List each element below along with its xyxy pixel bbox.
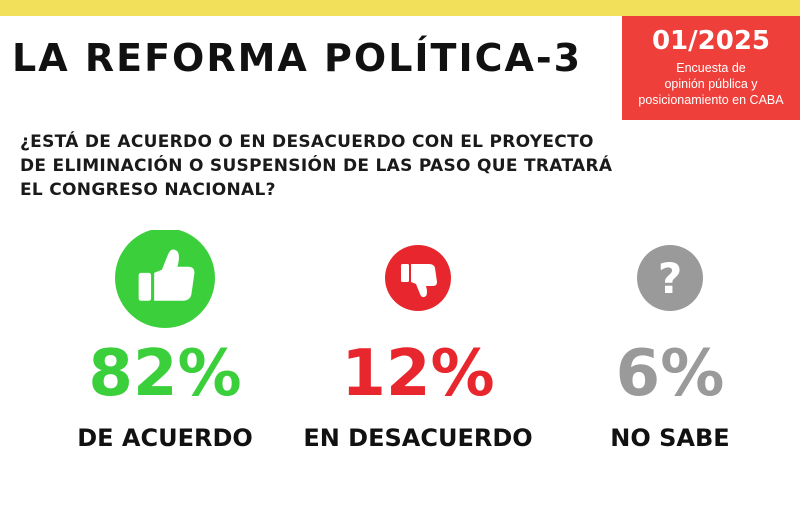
result-column-3: ? 6% NO SABE <box>610 245 730 452</box>
survey-question-line-3: EL CONGRESO NACIONAL? <box>20 180 276 200</box>
result-category-label: NO SABE <box>610 424 729 452</box>
result-percentage: 6% <box>616 337 725 411</box>
survey-description-line-1: Encuesta de <box>676 61 746 75</box>
survey-question-line-2: DE ELIMINACIÓN O SUSPENSIÓN DE LAS PASO … <box>20 156 613 176</box>
svg-text:?: ? <box>658 254 682 303</box>
top-accent-bar <box>0 0 800 16</box>
survey-question: ¿ESTÁ DE ACUERDO O EN DESACUERDO CON EL … <box>20 130 720 202</box>
page-title: LA REFORMA POLÍTICA-3 <box>12 36 583 80</box>
result-percentage: 82% <box>88 337 241 411</box>
thumbs-down-icon <box>401 264 437 298</box>
result-category-label: EN DESACUERDO <box>303 424 532 452</box>
survey-description-line-2: opinión pública y <box>664 77 758 91</box>
survey-badge: 01/2025 Encuesta de opinión pública y po… <box>622 16 800 120</box>
question-mark-icon: ? <box>658 254 682 303</box>
result-category-label: DE ACUERDO <box>77 424 253 452</box>
survey-question-line-1: ¿ESTÁ DE ACUERDO O EN DESACUERDO CON EL … <box>20 132 594 152</box>
survey-description: Encuesta de opinión pública y posicionam… <box>622 60 800 108</box>
results-chart: 82% DE ACUERDO 12% EN DESACUERDO? 6% NO SABE <box>77 230 730 452</box>
survey-date: 01/2025 <box>651 26 771 56</box>
survey-description-line-3: posicionamiento en CABA <box>638 93 784 107</box>
result-column-2: 12% EN DESACUERDO <box>303 245 533 452</box>
result-column-1: 82% DE ACUERDO <box>77 230 253 452</box>
question-mark-icon-circle <box>637 245 703 311</box>
thumbs-up-icon <box>138 249 195 301</box>
result-percentage: 12% <box>341 337 494 411</box>
